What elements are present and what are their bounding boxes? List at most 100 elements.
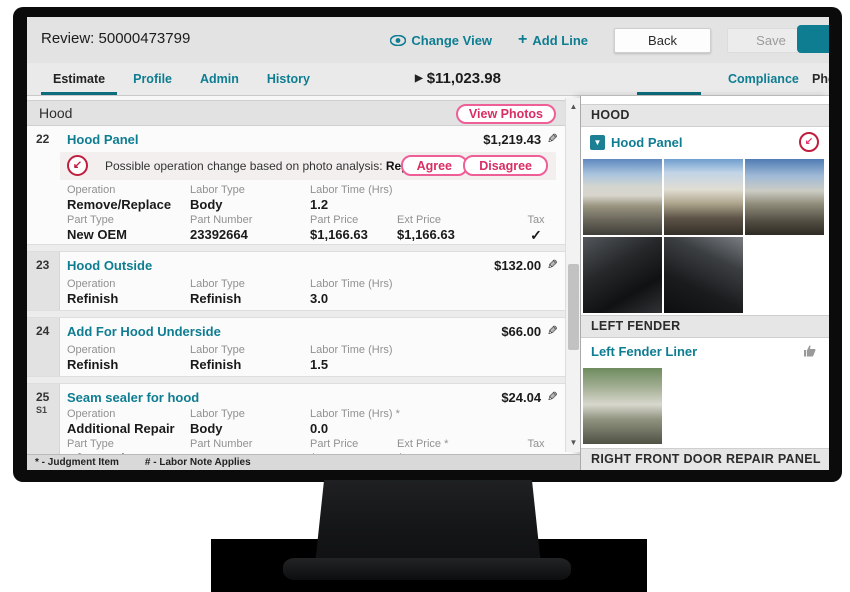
photo-analysis-alert: ↙ Possible operation change based on pho… (60, 152, 556, 180)
left-fender-liner-link[interactable]: Left Fender Liner (591, 344, 698, 359)
content-area: Hood View Photos 22 Hood Panel $1,219.43… (27, 96, 829, 470)
add-line-label: Add Line (532, 32, 588, 48)
photo-thumbnail[interactable] (583, 159, 662, 235)
price-value: $24.04 (501, 389, 542, 405)
field-labor-type: Labor Type Body (190, 408, 245, 436)
photo-thumbnail[interactable] (583, 368, 662, 444)
divider (27, 244, 580, 252)
field-labor-type: Labor Type Refinish (190, 344, 245, 372)
photo-thumbnail[interactable] (664, 237, 743, 313)
field-row: Part Type New OEM Part Number 23392664 Par… (27, 212, 580, 244)
change-view-label: Change View (411, 32, 493, 48)
add-line-button[interactable]: + Add Line (518, 32, 588, 48)
view-photos-button[interactable]: View Photos (455, 104, 556, 124)
line-item-22: 22 Hood Panel $1,219.43 ✎ ↙ Possible ope… (27, 126, 580, 244)
price-value: $1,219.43 (483, 131, 542, 147)
app-screen: Review: 50000473799 Change View + Add Li… (27, 17, 829, 470)
line-price: $1,219.43 ✎ (483, 131, 558, 147)
tab-history[interactable]: History (266, 72, 310, 86)
photo-thumbnail[interactable] (664, 159, 743, 235)
photo-thumbnail[interactable] (583, 237, 662, 313)
hood-panel-link[interactable]: Hood Panel (611, 135, 683, 150)
line-number-suffix: S1 (36, 405, 48, 415)
plus-icon: + (518, 31, 528, 48)
line-title-link[interactable]: Seam sealer for hood (67, 390, 200, 405)
line-number: 22 (36, 132, 50, 146)
line-number-strip (27, 252, 60, 310)
field-row: Operation Additional Repair Labor Type Bod… (27, 406, 580, 436)
app-header: Review: 50000473799 Change View + Add Li… (27, 17, 829, 63)
edit-icon[interactable]: ✎ (547, 131, 558, 146)
photo-analysis-icon[interactable]: ↙ (799, 132, 819, 152)
scrollbar-thumb[interactable] (568, 264, 579, 350)
expander-icon: ▶ (415, 73, 423, 84)
field-operation: Operation Refinish (67, 278, 119, 306)
check-icon: ✓ (530, 227, 542, 243)
tab-compliance[interactable]: Compliance (728, 72, 799, 86)
field-labor-time: Labor Time (Hrs) 3.0 (310, 278, 393, 306)
field-labor-type: Labor Type Refinish (190, 278, 245, 306)
price-value: $132.00 (494, 257, 542, 273)
scroll-up-arrow[interactable]: ▲ (569, 102, 578, 111)
tab-profile[interactable]: Profile (133, 72, 173, 86)
field-operation: Operation Refinish (67, 344, 119, 372)
line-number: 25 S1 (36, 390, 50, 415)
line-price: $66.00 ✎ (501, 323, 558, 339)
line-title-link[interactable]: Hood Panel (67, 132, 139, 147)
photo-thumbnail[interactable] (745, 159, 824, 235)
line-price: $24.04 ✎ (501, 389, 558, 405)
panel-section-right-front-door: RIGHT FRONT DOOR REPAIR PANEL (581, 448, 829, 470)
active-tab-indicator (637, 92, 701, 95)
hood-panel-row: ▼ Hood Panel ↙ (581, 127, 829, 159)
field-row: Operation Refinish Labor Type Refinish Lab… (27, 276, 580, 306)
field-part-type: Part Type New OEM (67, 214, 127, 242)
tab-estimate[interactable]: Estimate (39, 63, 119, 95)
line-item-23: 23 Hood Outside $132.00 ✎ Operation Refin… (27, 252, 580, 310)
disagree-button[interactable]: Disagree (463, 155, 548, 176)
dropdown-icon[interactable]: ▼ (590, 135, 605, 150)
back-button[interactable]: Back (614, 27, 711, 53)
vertical-scrollbar[interactable]: ▲ ▼ (565, 98, 580, 452)
alert-message-text: Possible operation change based on photo… (105, 159, 386, 173)
estimate-total[interactable]: ▶ $11,023.98 (415, 70, 501, 87)
panel-section-hood: HOOD (581, 104, 829, 127)
edit-icon[interactable]: ✎ (547, 389, 558, 404)
divider (27, 376, 580, 384)
estimate-list: Hood View Photos 22 Hood Panel $1,219.43… (27, 96, 580, 470)
field-operation: Operation Remove/Replace (67, 184, 172, 212)
divider (27, 310, 580, 318)
tab-admin[interactable]: Admin (200, 72, 239, 86)
field-tax: Tax✓ (513, 214, 559, 244)
hood-photo-grid (581, 159, 829, 313)
line-title-link[interactable]: Hood Outside (67, 258, 153, 273)
monitor-stand-base (283, 558, 571, 580)
field-labor-time: Labor Time (Hrs) 1.5 (310, 344, 393, 372)
line-number: 24 (36, 324, 50, 338)
tabs-left: Estimate Profile Admin History (39, 63, 324, 95)
header-teal-button[interactable] (797, 25, 829, 53)
thumbs-up-icon[interactable] (803, 344, 817, 363)
estimate-total-value: $11,023.98 (426, 70, 501, 87)
edit-icon[interactable]: ✎ (547, 257, 558, 272)
field-part-number: Part Number 23392664 (190, 214, 253, 242)
header-actions: Change View + Add Line Back Save (390, 27, 829, 53)
field-labor-type: Labor Type Body (190, 184, 245, 212)
change-view-button[interactable]: Change View (390, 33, 492, 48)
page-title: Review: 50000473799 (41, 30, 191, 47)
tab-photos[interactable]: Photos (812, 72, 829, 86)
alert-message: Possible operation change based on photo… (105, 159, 423, 173)
eye-icon (390, 34, 407, 46)
field-operation: Operation Additional Repair (67, 408, 175, 436)
panel-section-left-fender: LEFT FENDER (581, 315, 829, 338)
field-part-price: Part Price $1,166.63 (310, 214, 368, 242)
edit-icon[interactable]: ✎ (547, 323, 558, 338)
line-number: 23 (36, 258, 50, 272)
line-price: $132.00 ✎ (494, 257, 558, 273)
line-title-link[interactable]: Add For Hood Underside (67, 324, 221, 339)
line-item-25: 25 S1 Seam sealer for hood $24.04 ✎ Oper… (27, 384, 580, 467)
field-row: Operation Refinish Labor Type Refinish Lab… (27, 342, 580, 372)
scroll-down-arrow[interactable]: ▼ (569, 438, 578, 447)
field-ext-price: Ext Price $1,166.63 (397, 214, 455, 242)
field-row: Operation Remove/Replace Labor Type Body L… (27, 182, 580, 212)
agree-button[interactable]: Agree (400, 155, 468, 176)
